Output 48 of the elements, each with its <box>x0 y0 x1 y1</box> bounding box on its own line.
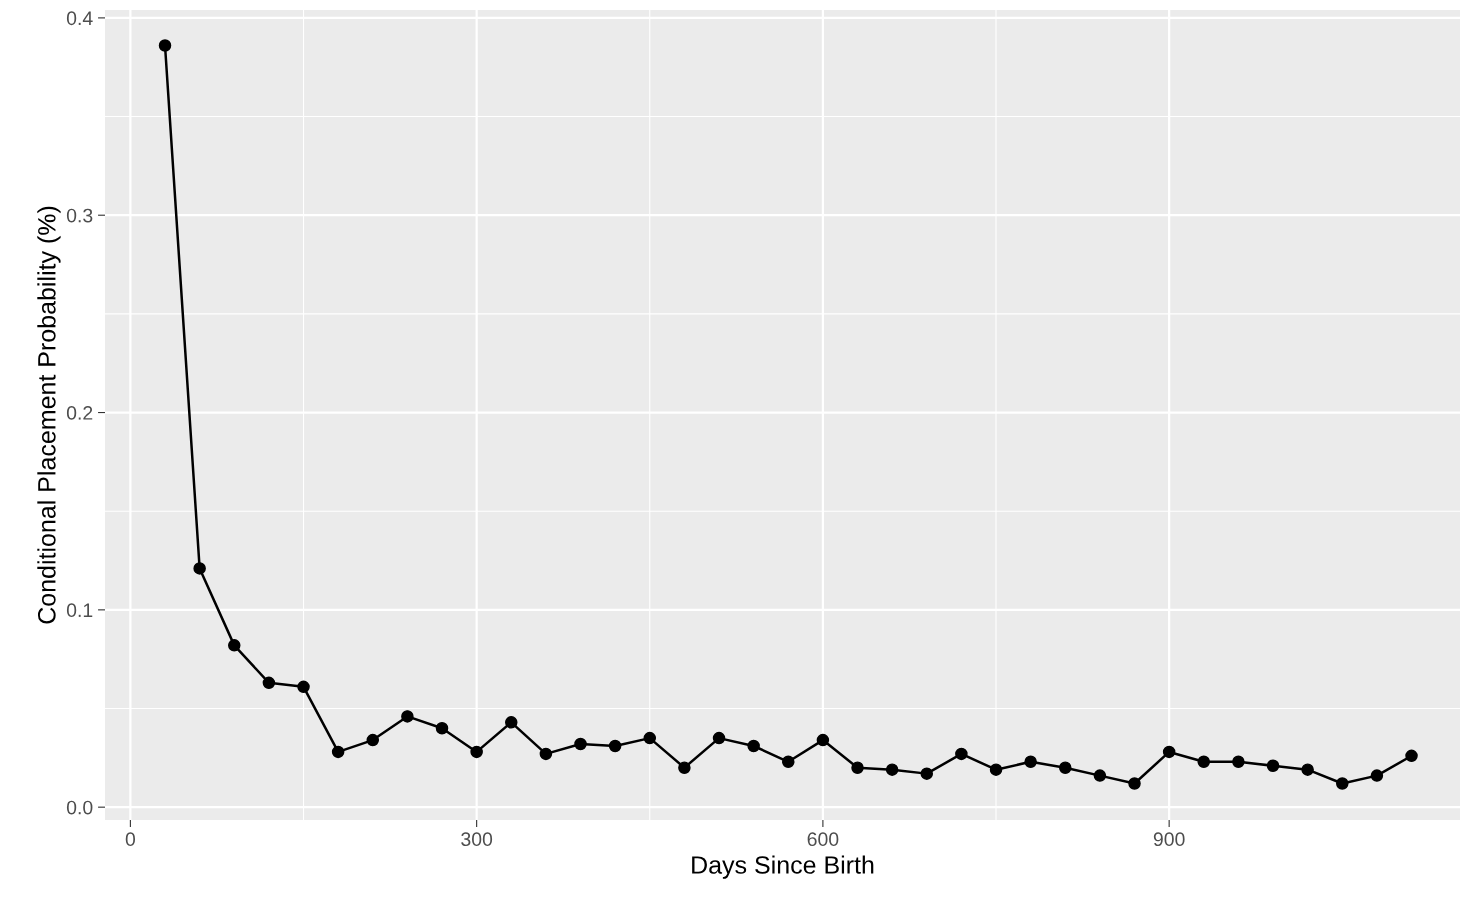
x-tick-label: 900 <box>1153 832 1185 847</box>
point <box>712 731 726 745</box>
point <box>643 731 657 745</box>
point <box>1024 755 1037 769</box>
point <box>816 733 830 747</box>
point <box>574 737 587 751</box>
y-axis-title: Conditional Placement Probability (%) <box>37 206 61 624</box>
x-tick-label: 0 <box>125 832 136 847</box>
point <box>539 747 553 761</box>
point <box>1405 749 1418 763</box>
y-tick-label: 0.1 <box>66 603 93 618</box>
y-tick-label: 0.0 <box>66 800 93 815</box>
point <box>401 710 414 723</box>
point <box>747 739 760 753</box>
point <box>782 755 795 769</box>
point <box>1197 755 1211 769</box>
point <box>505 716 518 729</box>
x-tick-label: 600 <box>807 832 839 847</box>
point <box>608 739 622 753</box>
point <box>851 761 864 774</box>
point <box>470 745 483 759</box>
point <box>885 763 899 776</box>
point <box>331 745 345 759</box>
point <box>1162 745 1176 759</box>
point <box>193 562 206 575</box>
point <box>435 721 449 735</box>
point <box>920 767 934 780</box>
y-tick-label: 0.4 <box>66 11 93 26</box>
y-tick-label: 0.2 <box>66 406 93 420</box>
x-tick-label: 300 <box>461 832 493 847</box>
point <box>262 676 276 690</box>
point <box>1093 769 1107 782</box>
point <box>228 639 241 652</box>
point <box>1370 769 1384 782</box>
point <box>1232 755 1245 769</box>
y-tick-label: 0.3 <box>66 208 93 223</box>
point <box>158 39 172 52</box>
point <box>1059 761 1072 774</box>
point <box>1128 777 1141 790</box>
point <box>1336 777 1349 790</box>
x-axis-title: Days Since Birth <box>692 855 874 879</box>
point <box>989 763 1003 776</box>
point <box>366 733 380 747</box>
point <box>1301 763 1314 776</box>
point <box>1266 759 1280 772</box>
point <box>955 747 968 761</box>
point <box>678 761 691 774</box>
point <box>297 680 310 694</box>
